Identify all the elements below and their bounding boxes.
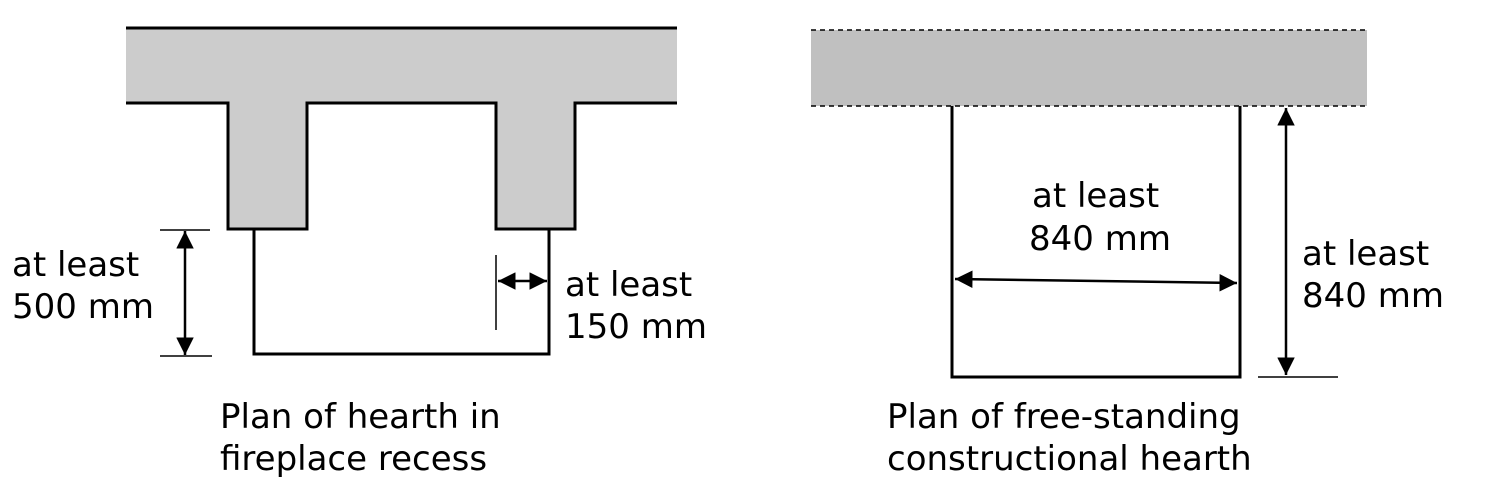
right-caption-line-2: constructional hearth bbox=[887, 439, 1252, 479]
hearth-outline bbox=[252, 229, 551, 356]
width-dimension-arrow bbox=[954, 270, 1238, 292]
depth-label-line-1: at least bbox=[12, 245, 139, 285]
fireplace-wall-and-jambs bbox=[126, 28, 677, 229]
left-caption-line-1: Plan of hearth in bbox=[220, 397, 501, 437]
width-label-line-1: at least bbox=[1032, 176, 1159, 216]
back-wall bbox=[811, 30, 1367, 106]
width-label-line-2: 840 mm bbox=[1029, 219, 1171, 259]
margin-label-line-1: at least bbox=[565, 265, 692, 305]
free-standing-hearth-outline bbox=[950, 106, 1242, 379]
depth-label-line-2: 500 mm bbox=[12, 287, 154, 327]
right-diagram: at least 840 mm at least 840 mm Plan of … bbox=[811, 29, 1444, 479]
wall-bottom-outline bbox=[126, 101, 677, 231]
left-diagram: at least 500 mm at least 150 mm Plan of … bbox=[12, 26, 707, 479]
margin-label-line-2: 150 mm bbox=[565, 307, 707, 347]
right-depth-label-line-2: 840 mm bbox=[1302, 276, 1444, 316]
right-depth-label-line-1: at least bbox=[1302, 234, 1429, 274]
left-caption-line-2: fireplace recess bbox=[220, 439, 487, 479]
right-caption-line-1: Plan of free-standing bbox=[887, 397, 1241, 437]
